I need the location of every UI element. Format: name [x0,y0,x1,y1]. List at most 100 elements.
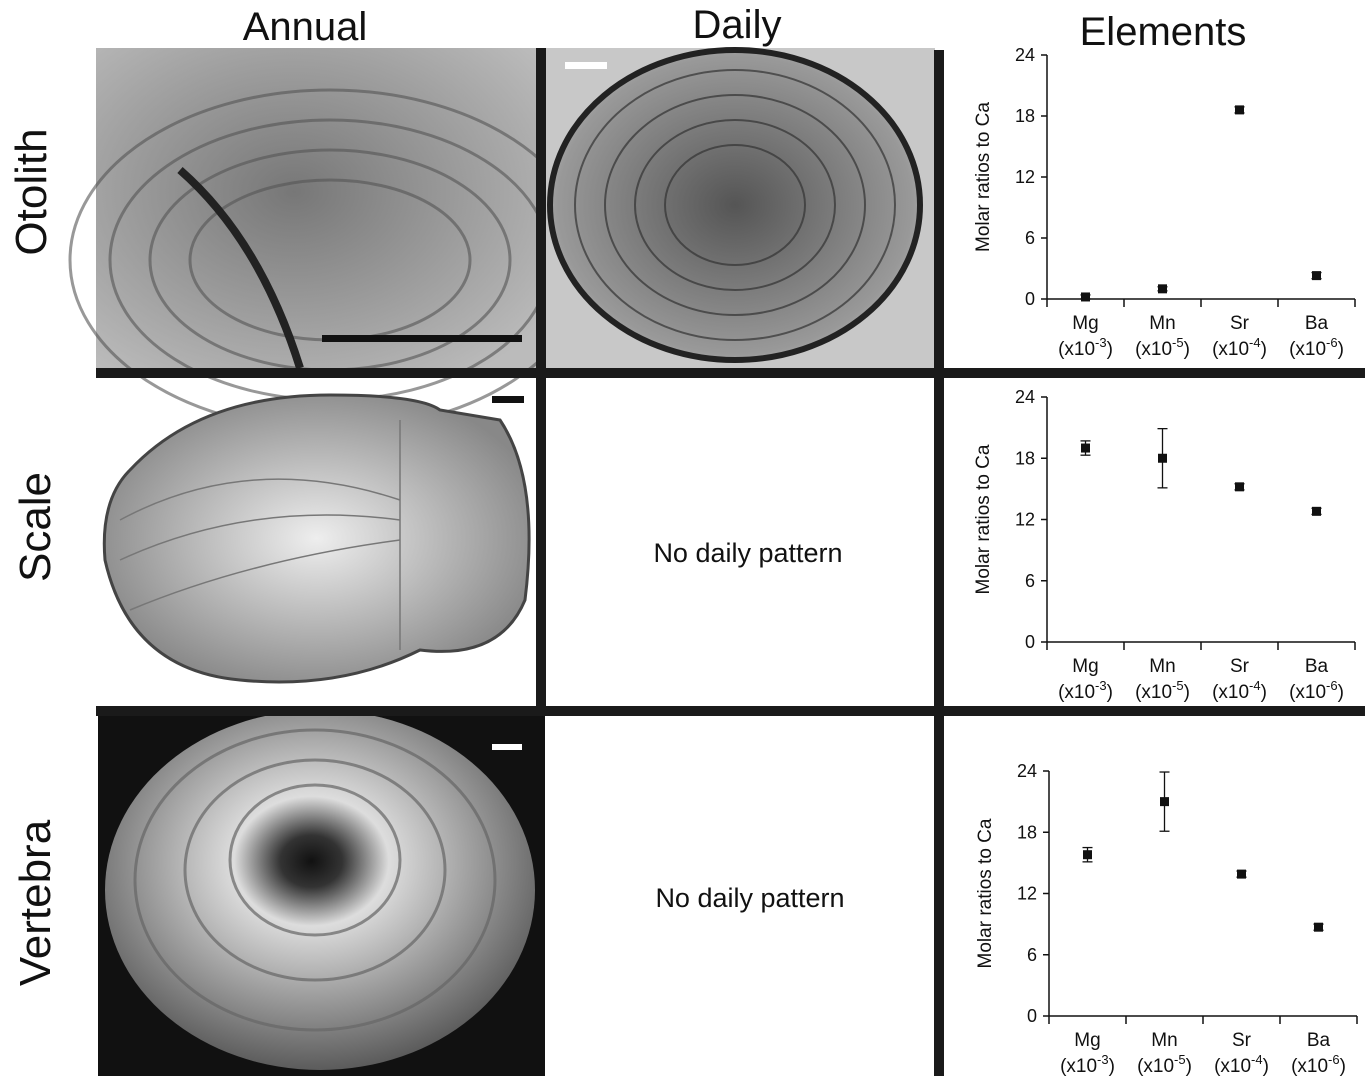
x-tick-unit: (x10-5) [1135,335,1190,360]
x-tick-unit: (x10-3) [1060,1052,1115,1076]
unit-exponent: -3 [1095,678,1107,693]
unit-exponent: -5 [1172,335,1184,350]
unit-base: (x10 [1058,682,1095,703]
x-tick-label: Mg [1072,313,1098,334]
unit-exponent: -3 [1097,1052,1109,1067]
x-tick-unit: (x10-4) [1212,335,1267,360]
x-tick-unit: (x10-5) [1137,1052,1192,1076]
x-tick-label: Ba [1305,313,1329,334]
x-tick-label: Mn [1151,1030,1177,1051]
x-tick-unit: (x10-6) [1289,678,1344,703]
unit-exponent: -4 [1249,678,1261,693]
x-tick-label: Sr [1232,1030,1252,1051]
row-label: Scale [11,472,60,582]
photo-vertebra [98,710,545,1076]
unit-base: (x10 [1289,339,1326,360]
unit-exponent: -5 [1172,678,1184,693]
marker [1237,870,1246,879]
unit-exponent: -5 [1174,1052,1186,1067]
y-tick-label: 18 [1017,822,1037,842]
unit-close: ) [1107,682,1113,703]
unit-exponent: -6 [1328,1052,1340,1067]
marker [1235,482,1244,491]
x-tick-unit: (x10-6) [1289,335,1344,360]
x-tick-label: Mn [1149,313,1175,334]
y-axis-label: Molar ratios to Ca [973,102,994,252]
y-tick-label: 24 [1017,761,1037,781]
y-tick-label: 12 [1015,510,1035,530]
marker [1312,271,1321,280]
photo-scale [104,395,529,682]
unit-base: (x10 [1137,1056,1174,1076]
unit-base: (x10 [1058,339,1095,360]
unit-close: ) [1261,682,1267,703]
x-tick-unit: (x10-6) [1291,1052,1346,1076]
daily-note: No daily pattern [653,538,842,568]
unit-close: ) [1338,339,1344,360]
y-tick-label: 0 [1025,632,1035,652]
unit-base: (x10 [1135,682,1172,703]
unit-close: ) [1107,339,1113,360]
unit-close: ) [1261,339,1267,360]
x-tick-label: Sr [1230,656,1250,677]
unit-base: (x10 [1289,682,1326,703]
unit-close: ) [1338,682,1344,703]
y-tick-label: 24 [1015,387,1035,407]
unit-exponent: -6 [1326,678,1338,693]
x-tick-label: Mg [1072,656,1098,677]
x-tick-unit: (x10-4) [1214,1052,1269,1076]
photo-otolith-daily [545,48,935,368]
x-tick-unit: (x10-3) [1058,335,1113,360]
unit-close: ) [1184,339,1190,360]
y-axis-label: Molar ratios to Ca [975,818,996,968]
y-tick-label: 12 [1017,884,1037,904]
unit-exponent: -4 [1251,1052,1263,1067]
figure: Annual Daily Elements Otolith Scale Vert… [0,0,1367,1076]
unit-close: ) [1186,1056,1192,1076]
marker [1158,284,1167,293]
x-tick-label: Sr [1230,313,1250,334]
unit-base: (x10 [1135,339,1172,360]
unit-close: ) [1263,1056,1269,1076]
x-tick-unit: (x10-3) [1058,678,1113,703]
unit-exponent: -3 [1095,335,1107,350]
y-tick-label: 6 [1025,571,1035,591]
unit-close: ) [1184,682,1190,703]
column-header: Annual [243,5,368,49]
marker [1314,923,1323,932]
marker [1312,507,1321,516]
x-tick-label: Mg [1074,1030,1100,1051]
y-tick-label: 24 [1015,45,1035,65]
y-axis-label: Molar ratios to Ca [973,444,994,594]
marker [1160,797,1169,806]
unit-close: ) [1340,1056,1346,1076]
unit-base: (x10 [1212,682,1249,703]
column-header: Daily [693,3,782,47]
row-label: Vertebra [11,819,60,986]
y-tick-label: 12 [1015,167,1035,187]
unit-exponent: -6 [1326,335,1338,350]
y-tick-label: 6 [1025,228,1035,248]
unit-base: (x10 [1060,1056,1097,1076]
x-tick-label: Ba [1307,1030,1331,1051]
unit-base: (x10 [1214,1056,1251,1076]
y-tick-label: 18 [1015,106,1035,126]
x-tick-label: Mn [1149,656,1175,677]
x-tick-unit: (x10-5) [1135,678,1190,703]
y-tick-label: 0 [1025,289,1035,309]
unit-close: ) [1109,1056,1115,1076]
y-tick-label: 6 [1027,945,1037,965]
x-tick-unit: (x10-4) [1212,678,1267,703]
unit-base: (x10 [1291,1056,1328,1076]
unit-exponent: -4 [1249,335,1261,350]
column-header: Elements [1080,10,1247,54]
y-tick-label: 0 [1027,1006,1037,1026]
marker [1081,444,1090,453]
row-label: Otolith [7,128,56,255]
y-tick-label: 18 [1015,448,1035,468]
marker [1083,850,1092,859]
marker [1081,292,1090,301]
daily-note: No daily pattern [655,883,844,913]
unit-base: (x10 [1212,339,1249,360]
marker [1158,454,1167,463]
